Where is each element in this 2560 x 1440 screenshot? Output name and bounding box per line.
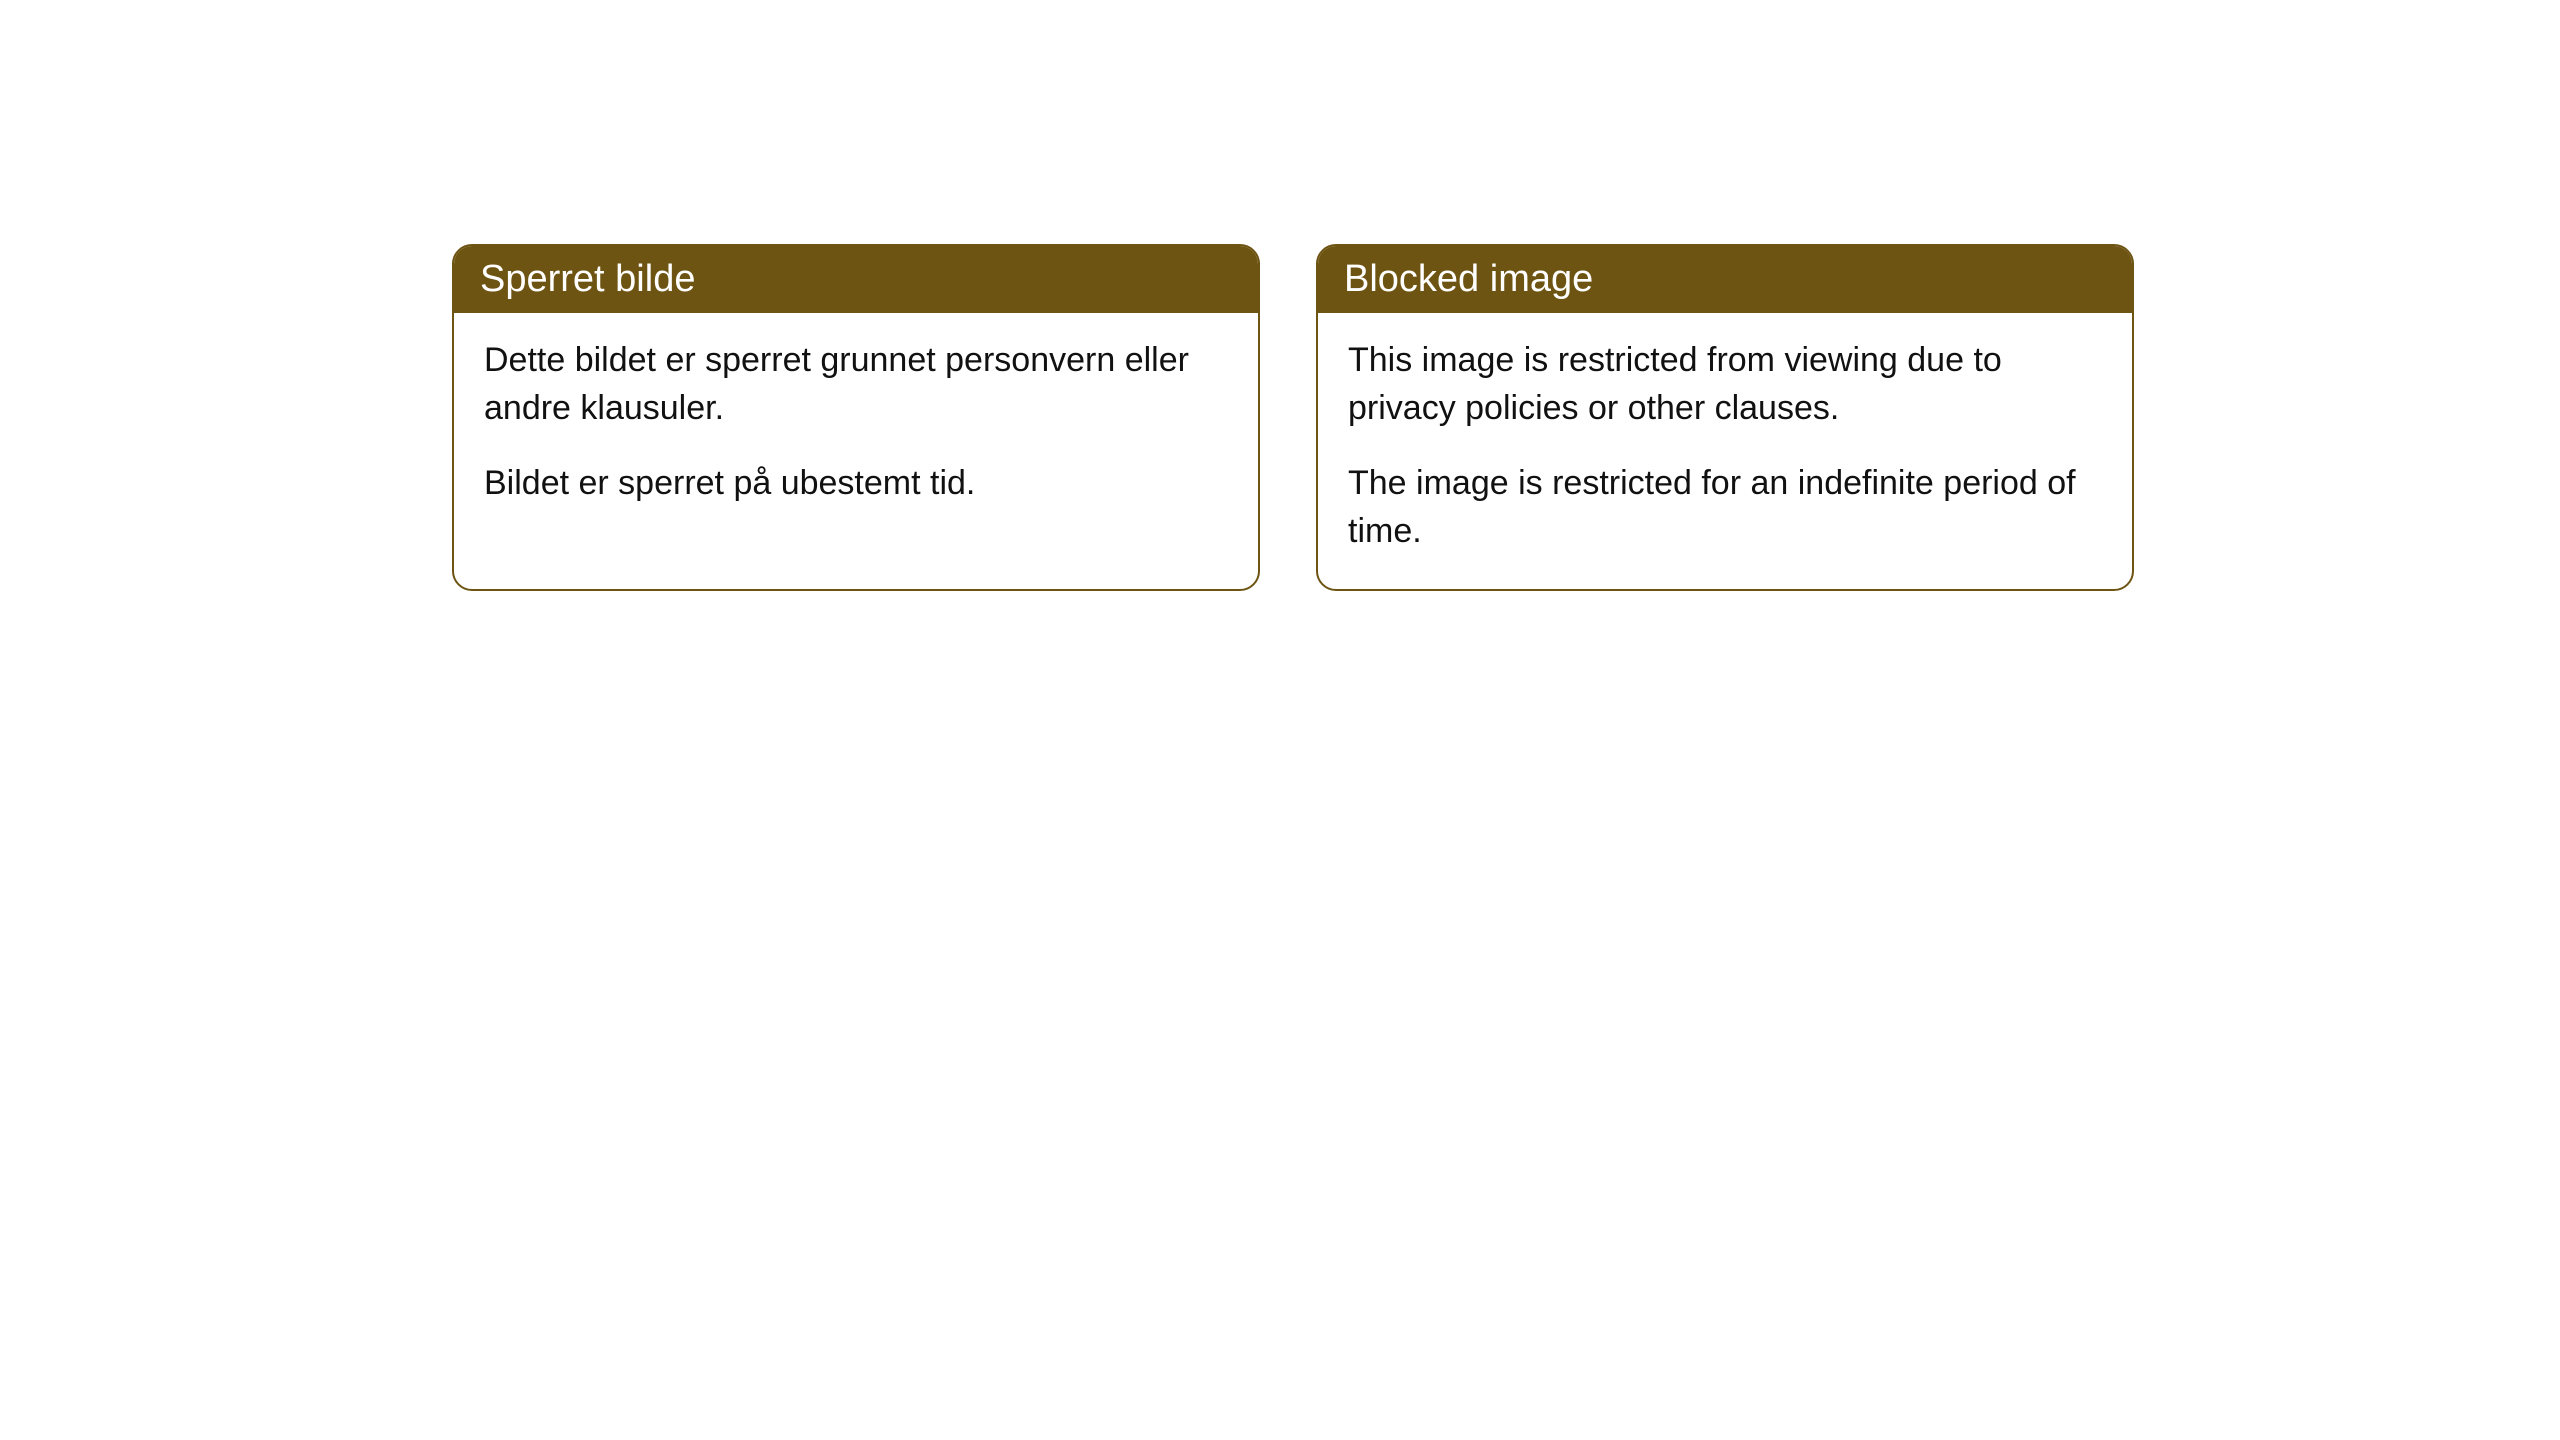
card-header-english: Blocked image — [1318, 246, 2132, 313]
notice-card-english: Blocked image This image is restricted f… — [1316, 244, 2134, 591]
card-text-english-p2: The image is restricted for an indefinit… — [1348, 460, 2102, 555]
card-text-english-p1: This image is restricted from viewing du… — [1348, 337, 2102, 432]
card-body-norwegian: Dette bildet er sperret grunnet personve… — [454, 313, 1258, 542]
card-header-norwegian: Sperret bilde — [454, 246, 1258, 313]
notice-card-norwegian: Sperret bilde Dette bildet er sperret gr… — [452, 244, 1260, 591]
card-title-english: Blocked image — [1344, 258, 1593, 300]
card-text-norwegian-p2: Bildet er sperret på ubestemt tid. — [484, 460, 1228, 508]
notice-container: Sperret bilde Dette bildet er sperret gr… — [0, 0, 2560, 591]
card-body-english: This image is restricted from viewing du… — [1318, 313, 2132, 589]
card-title-norwegian: Sperret bilde — [480, 258, 695, 300]
card-text-norwegian-p1: Dette bildet er sperret grunnet personve… — [484, 337, 1228, 432]
